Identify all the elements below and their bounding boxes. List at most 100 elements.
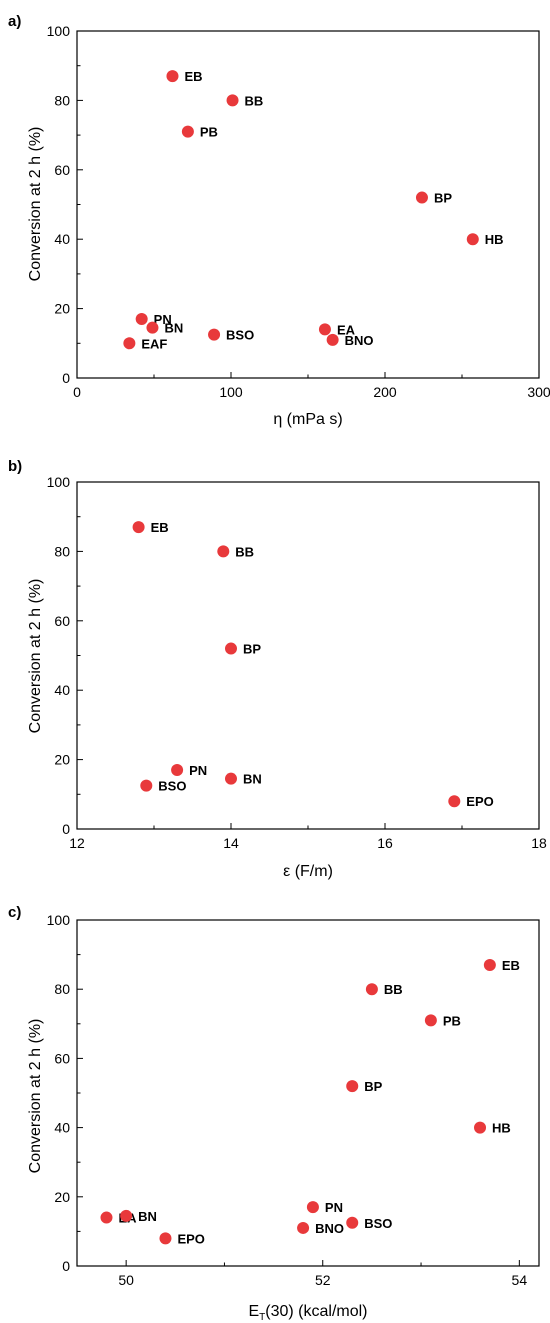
panel-a-point-label-ea: EA xyxy=(337,322,356,337)
panel-b-y-tick-label: 100 xyxy=(47,474,71,490)
panel-a-point-label-eaf: EAF xyxy=(141,336,167,351)
panel-c-x-axis-title-sub: T xyxy=(259,1312,265,1323)
panel-a-label: a) xyxy=(8,13,21,30)
panel-a-x-axis-title: η (mPa s) xyxy=(273,411,342,428)
panel-c-point-label-eb: EB xyxy=(502,958,520,973)
panel-a-point-bso xyxy=(208,328,221,341)
panel-c-point-label-bb: BB xyxy=(384,982,403,997)
panel-b-point-label-eb: EB xyxy=(151,520,169,535)
panel-c-point-label-pb: PB xyxy=(443,1013,461,1028)
panel-a-x-tick-label: 300 xyxy=(527,384,550,400)
panel-a-point-hb xyxy=(466,233,479,246)
panel-c-point-label-hb: HB xyxy=(492,1121,511,1136)
panel-c-point-bn xyxy=(120,1209,133,1222)
panel-b-point-label-pn: PN xyxy=(189,763,207,778)
panel-c-point-eb xyxy=(483,958,496,971)
panel-c-point-bno xyxy=(297,1221,310,1234)
panel-b-x-tick-label: 18 xyxy=(531,835,547,851)
panel-b-y-tick-label: 40 xyxy=(54,682,70,698)
panel-a-point-label-bn: BN xyxy=(164,321,183,336)
panel-b-point-label-epo: EPO xyxy=(466,794,493,809)
panel-a-y-tick-label: 0 xyxy=(62,370,70,386)
panel-a-point-eaf xyxy=(123,337,136,350)
panel-c-plot-area: 505254020406080100EBBBPBBPHBEABNEPOPNBNO… xyxy=(47,912,540,1288)
panel-a-point-label-bso: BSO xyxy=(226,328,254,343)
panel-c-y-tick-label: 100 xyxy=(47,912,71,928)
panel-a-point-label-hb: HB xyxy=(485,232,504,247)
panel-b: b) Conversion at 2 h (%) ε (F/m) 12 14 16 1… xyxy=(8,458,547,880)
panel-a-point-label-bno: BNO xyxy=(345,333,374,348)
panel-b-point-bso xyxy=(140,779,153,792)
panel-a-point-bno xyxy=(326,333,339,346)
panel-a-x-tick-label: 200 xyxy=(373,384,397,400)
panel-c-point-label-epo: EPO xyxy=(177,1231,204,1246)
panel-b-x-tick-label: 14 xyxy=(223,835,239,851)
panel-a-point-eb xyxy=(166,70,179,83)
panel-a-point-label-bb: BB xyxy=(245,93,264,108)
panel-a-y-tick-label: 100 xyxy=(47,23,71,39)
panel-c-y-tick-label: 40 xyxy=(54,1120,70,1136)
panel-a-point-ea xyxy=(318,323,331,336)
panel-b-point-eb xyxy=(132,521,145,534)
panel-a-point-label-pb: PB xyxy=(200,125,218,140)
panel-b-point-label-bn: BN xyxy=(243,772,262,787)
panel-a-plot-frame xyxy=(76,30,540,379)
panel-c-x-tick-label: 54 xyxy=(512,1272,528,1288)
panel-c-y-tick-label: 60 xyxy=(54,1050,70,1066)
panel-c-x-tick-label: 50 xyxy=(118,1272,134,1288)
panel-b-point-bp xyxy=(225,642,237,655)
panel-c-y-tick-label: 80 xyxy=(54,981,70,997)
panel-b-y-tick-label: 60 xyxy=(54,613,70,629)
panel-b-point-bb xyxy=(217,545,230,558)
panel-c-label: c) xyxy=(8,904,21,921)
panel-c-point-label-pn: PN xyxy=(325,1200,343,1215)
panel-c-point-bb xyxy=(365,983,378,996)
panel-c-point-epo xyxy=(159,1232,172,1245)
panel-b-point-pn xyxy=(171,764,184,777)
panel-c-point-pn xyxy=(306,1201,319,1214)
panel-c-x-axis-title-main: E xyxy=(248,1303,259,1320)
panel-a-point-bp xyxy=(415,191,428,204)
panel-a-point-label-bp: BP xyxy=(434,191,452,206)
panel-a-x-tick-label: 0 xyxy=(73,384,81,400)
panel-c-y-axis-title: Conversion at 2 h (%) xyxy=(27,1019,44,1174)
panel-b-y-tick-label: 20 xyxy=(54,752,70,768)
panel-c-y-tick-label: 0 xyxy=(62,1258,70,1274)
panel-b-y-tick-label: 0 xyxy=(62,821,70,837)
panel-a-point-bb xyxy=(226,94,239,107)
panel-a-y-tick-label: 60 xyxy=(54,162,70,178)
panel-c-y-tick-label: 20 xyxy=(54,1189,70,1205)
panel-b-y-tick-label: 80 xyxy=(54,543,70,559)
panel-c-point-label-bn: BN xyxy=(138,1209,157,1224)
panel-a-x-tick-label: 100 xyxy=(219,384,243,400)
panel-a: a) Conversion at 2 h (%) η (mPa s) 0 100 2… xyxy=(8,13,550,428)
panel-a-point-pb xyxy=(181,125,194,138)
panel-a-y-axis-title: Conversion at 2 h (%) xyxy=(27,127,44,282)
panel-c-x-axis-title-rest: (30) (kcal/mol) xyxy=(265,1303,367,1320)
panel-b-point-epo xyxy=(448,795,461,808)
panel-a-point-bn xyxy=(146,321,159,334)
panel-c-x-axis-title: ET(30) (kcal/mol) xyxy=(248,1303,367,1323)
panel-c-point-hb xyxy=(474,1121,487,1134)
panel-a-y-tick-label: 20 xyxy=(54,301,70,317)
panel-b-point-label-bp: BP xyxy=(243,642,261,657)
panel-a-y-tick-label: 40 xyxy=(54,231,70,247)
panel-c-point-bso xyxy=(346,1216,359,1229)
panel-c-point-label-bso: BSO xyxy=(364,1216,392,1231)
panel-b-point-label-bso: BSO xyxy=(158,779,186,794)
panel-b-label: b) xyxy=(8,458,22,475)
panel-a-point-label-eb: EB xyxy=(184,69,202,84)
panel-b-x-axis-title: ε (F/m) xyxy=(283,863,333,880)
panel-c-x-tick-label: 52 xyxy=(315,1272,331,1288)
panel-a-point-pn xyxy=(135,313,148,326)
panel-c-point-label-bp: BP xyxy=(364,1079,382,1094)
panel-b-x-tick-label: 16 xyxy=(377,835,393,851)
panel-a-point-label-pn: PN xyxy=(154,312,172,327)
panel-c-point-pb xyxy=(424,1014,437,1027)
panel-c: c) Conversion at 2 h (%) ET(30) (kcal/mo… xyxy=(8,904,540,1323)
panel-a-y-tick-label: 80 xyxy=(54,92,70,108)
panel-c-point-label-bno: BNO xyxy=(315,1221,344,1236)
